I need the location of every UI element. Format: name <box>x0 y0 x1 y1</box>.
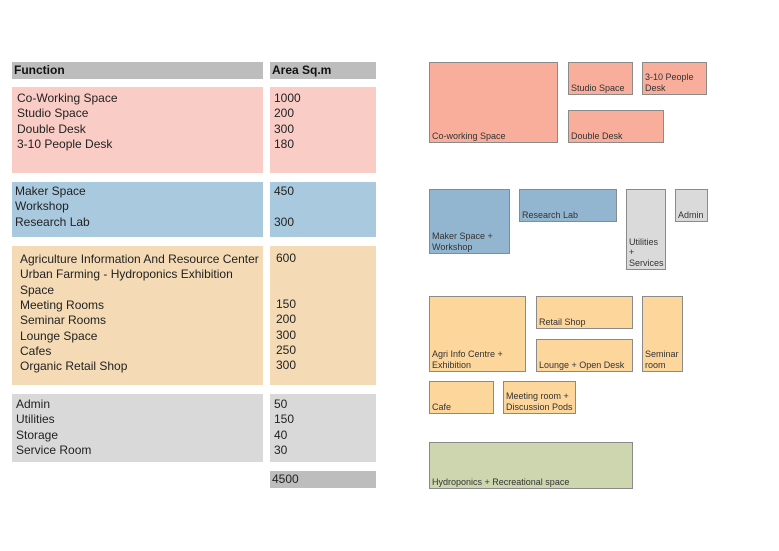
block-coworking-space: Co-working Space <box>429 62 558 143</box>
area-cell: 300 <box>274 121 295 136</box>
area-header: Area Sq.m <box>270 62 376 79</box>
block-label: Admin <box>678 209 704 220</box>
block-label: 3-10 People Desk <box>645 72 694 93</box>
block-utilities-services: Utilities + Services <box>626 189 666 270</box>
area-cell: 150 <box>276 296 297 311</box>
area-group-maker: 450 300 <box>270 182 376 237</box>
block-label: Meeting room + Discussion Pods <box>506 391 573 412</box>
total-area: 4500 <box>270 471 376 488</box>
block-meeting-room: Meeting room + Discussion Pods <box>503 381 576 414</box>
block-label: Seminar room <box>645 349 679 370</box>
function-group-admin: Admin Utilities Storage Service Room <box>12 394 263 462</box>
area-cell: 50 <box>274 397 288 411</box>
area-cell: 180 <box>274 136 295 151</box>
area-group-agriculture: 600 150 200 300 250 300 <box>270 246 376 385</box>
function-cell: Workshop <box>15 199 69 214</box>
block-cafe: Cafe <box>429 381 494 414</box>
area-group-admin: 50 150 40 30 <box>270 394 376 462</box>
area-cell: 1000 <box>274 91 301 105</box>
block-label: Maker Space + Workshop <box>432 231 493 252</box>
block-research-lab: Research Lab <box>519 189 617 222</box>
block-label: Double Desk <box>571 130 623 141</box>
block-lounge-open-desk: Lounge + Open Desk <box>536 339 633 372</box>
function-cell: Lounge Space <box>20 328 98 343</box>
block-3-10-people-desk: 3-10 People Desk <box>642 62 707 95</box>
area-cell: 150 <box>274 412 295 427</box>
function-group-agriculture: Agriculture Information And Resource Cen… <box>12 246 263 385</box>
block-studio-space: Studio Space <box>568 62 633 95</box>
block-label: Co-working Space <box>432 130 506 141</box>
block-label: Lounge + Open Desk <box>539 359 625 370</box>
area-cell: 300 <box>276 327 297 342</box>
function-cell: Agriculture Information And Resource Cen… <box>20 252 259 266</box>
function-cell: Space <box>20 282 55 297</box>
block-label: Agri Info Centre + Exhibition <box>432 349 503 370</box>
block-label: Hydroponics + Recreational space <box>432 476 570 487</box>
area-cell: 30 <box>274 442 288 457</box>
area-cell: 300 <box>274 214 295 229</box>
function-cell: Urban Farming - Hydroponics Exhibition <box>20 267 233 282</box>
area-cell: 300 <box>276 358 297 373</box>
block-double-desk: Double Desk <box>568 110 664 143</box>
function-cell: Service Room <box>16 442 92 457</box>
function-cell: Research Lab <box>15 214 90 229</box>
function-cell: Double Desk <box>17 121 86 136</box>
function-cell: Organic Retail Shop <box>20 359 128 374</box>
block-retail-shop: Retail Shop <box>536 296 633 329</box>
block-hydroponics-recreational: Hydroponics + Recreational space <box>429 442 633 489</box>
function-group-maker: Maker Space Workshop Research Lab <box>12 182 263 237</box>
function-header: Function <box>12 62 263 79</box>
function-group-coworking: Co-Working Space Studio Space Double Des… <box>12 87 263 173</box>
function-cell: Maker Space <box>15 184 86 198</box>
block-label: Cafe <box>432 401 452 412</box>
function-cell: Admin <box>16 397 51 411</box>
function-cell: Studio Space <box>17 106 89 121</box>
block-maker-space-workshop: Maker Space + Workshop <box>429 189 510 254</box>
function-cell: Co-Working Space <box>17 91 118 105</box>
function-cell: Seminar Rooms <box>20 313 107 328</box>
block-label: Retail Shop <box>539 316 586 327</box>
function-cell: 3-10 People Desk <box>17 136 113 151</box>
function-cell: Utilities <box>16 412 55 427</box>
function-cell: Meeting Rooms <box>20 297 105 312</box>
block-seminar-room: Seminar room <box>642 296 683 372</box>
area-cell: 600 <box>276 251 297 265</box>
area-cell: 450 <box>274 184 295 198</box>
function-cell: Cafes <box>20 343 52 358</box>
area-cell: 200 <box>276 312 297 327</box>
area-group-coworking: 1000 200 300 180 <box>270 87 376 173</box>
block-admin: Admin <box>675 189 708 222</box>
block-label: Utilities + Services <box>629 236 664 268</box>
area-cell: 200 <box>274 106 295 121</box>
block-label: Research Lab <box>522 209 579 220</box>
area-cell: 250 <box>276 342 297 357</box>
function-cell: Storage <box>16 427 59 442</box>
block-label: Studio Space <box>571 82 625 93</box>
area-cell: 40 <box>274 427 288 442</box>
block-agri-info-centre: Agri Info Centre + Exhibition <box>429 296 526 372</box>
